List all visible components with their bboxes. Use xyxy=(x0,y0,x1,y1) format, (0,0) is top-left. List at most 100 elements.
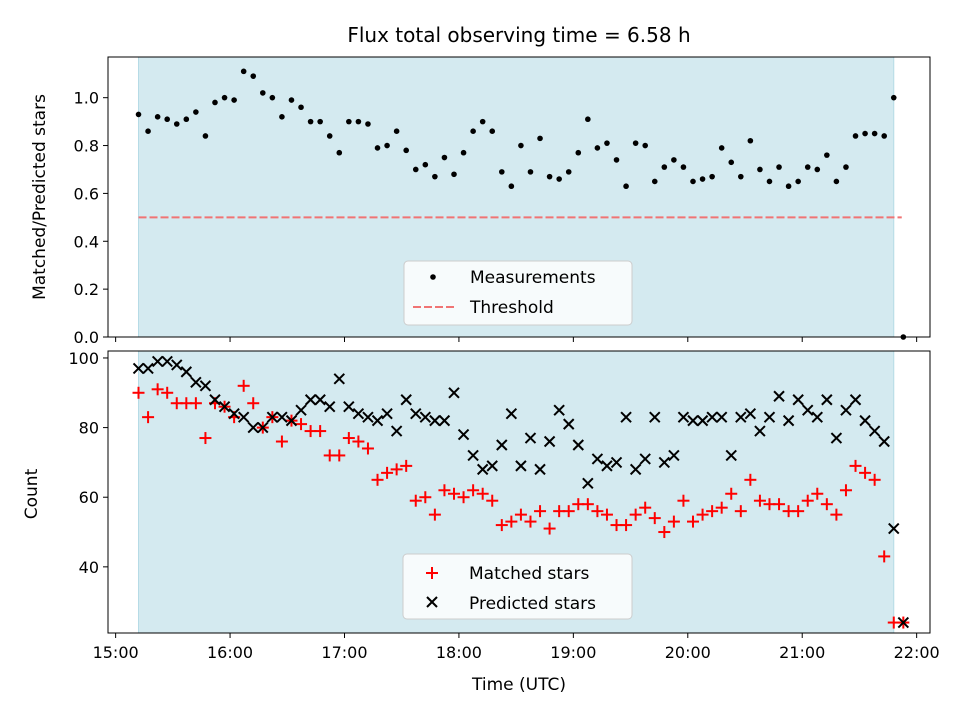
matched-star-point xyxy=(505,515,518,528)
predicted-star-point xyxy=(314,394,326,406)
measurement-point xyxy=(393,128,400,134)
matched-star-point xyxy=(706,505,719,518)
predicted-star-point xyxy=(868,425,881,437)
measurement-point xyxy=(862,130,868,137)
matched-star-point xyxy=(476,487,489,500)
measurement-point xyxy=(890,94,897,101)
matched-star-point xyxy=(849,459,862,472)
predicted-star-point xyxy=(247,421,259,434)
measurement-point xyxy=(661,164,668,170)
x-tick-label: 16:00 xyxy=(207,643,253,662)
measurement-point xyxy=(336,149,343,156)
matched-star-point xyxy=(275,435,288,448)
measurement-point xyxy=(671,157,677,163)
x-tick-label: 17:00 xyxy=(321,643,367,662)
measurement-point xyxy=(193,109,199,115)
predicted-star-point xyxy=(228,407,240,420)
predicted-star-point xyxy=(802,404,814,416)
measurement-point xyxy=(642,142,649,149)
chart-title: Flux total observing time = 6.58 h xyxy=(347,23,690,47)
top-legend: Measurements Threshold xyxy=(403,260,633,326)
bottom-y-axis-label: Count xyxy=(22,468,42,519)
top-axes-frame xyxy=(107,56,931,338)
matched-star-point xyxy=(132,386,145,399)
matched-star-point xyxy=(314,425,327,438)
measurement-points xyxy=(135,68,907,340)
predicted-star-point xyxy=(639,453,651,465)
legend-predicted-label: Predicted stars xyxy=(469,594,596,614)
predicted-star-point xyxy=(830,432,843,444)
matched-star-point xyxy=(361,442,374,455)
predicted-star-point xyxy=(161,355,173,368)
measurement-point xyxy=(604,140,610,146)
predicted-star-point xyxy=(878,435,890,448)
measurement-point xyxy=(221,94,228,101)
measurement-point xyxy=(135,111,142,118)
matched-star-point xyxy=(142,411,155,424)
measurement-point xyxy=(776,164,782,170)
predicted-star-point xyxy=(476,463,489,476)
predicted-star-point xyxy=(763,411,776,423)
measurement-point xyxy=(738,173,744,180)
matched-star-point xyxy=(390,463,403,476)
predicted-star-point xyxy=(582,477,594,490)
measurement-point xyxy=(537,135,543,142)
x-tick-label: 15:00 xyxy=(93,643,139,662)
predicted-star-point xyxy=(515,460,527,472)
predicted-star-point xyxy=(381,407,393,420)
predicted-star-point xyxy=(218,400,231,413)
measurement-point xyxy=(718,145,725,151)
measurement-point xyxy=(288,97,295,103)
predicted-star-point xyxy=(572,439,584,451)
predicted-star-point xyxy=(849,394,862,406)
predicted-star-point xyxy=(543,435,556,448)
predicted-star-points xyxy=(132,355,910,629)
measurement-point xyxy=(441,154,448,161)
matched-star-point xyxy=(715,501,728,514)
measurement-point xyxy=(212,99,218,106)
measurement-point xyxy=(508,183,515,190)
x-tick-label: 20:00 xyxy=(665,643,711,662)
measurement-point xyxy=(145,128,151,134)
predicted-star-point xyxy=(649,411,661,423)
measurement-point xyxy=(785,183,792,190)
measurement-point xyxy=(871,130,878,137)
matched-star-point xyxy=(409,494,422,507)
bottom-legend: Matched stars Predicted stars xyxy=(402,553,633,620)
matched-star-point xyxy=(524,515,537,528)
y-tick-label: 0.4 xyxy=(74,232,99,251)
matched-star-point xyxy=(753,494,766,507)
matched-star-point xyxy=(467,484,480,497)
x-tick-label: 21:00 xyxy=(779,643,825,662)
matched-star-points xyxy=(132,379,910,629)
measurement-point xyxy=(470,128,476,134)
matched-star-point xyxy=(189,397,202,410)
measurement-point xyxy=(498,169,505,175)
matched-star-point xyxy=(428,508,441,521)
measurement-point xyxy=(412,166,419,173)
matched-star-point xyxy=(629,508,642,521)
matched-star-point xyxy=(295,418,308,431)
legend-measurements-marker xyxy=(430,274,436,280)
y-tick-label: 0.0 xyxy=(74,328,99,347)
matched-star-point xyxy=(792,505,805,518)
bottom-y-ticks: 40 60 80 100 xyxy=(68,349,108,577)
predicted-star-point xyxy=(142,362,154,375)
predicted-star-point xyxy=(333,373,345,385)
measurement-point xyxy=(613,157,620,163)
measurement-point xyxy=(259,90,266,96)
measurement-point xyxy=(326,133,333,139)
predicted-star-point xyxy=(773,390,785,402)
measurement-point xyxy=(432,173,438,180)
predicted-star-point xyxy=(696,414,709,427)
measurement-point xyxy=(346,118,352,125)
matched-star-point xyxy=(447,487,460,500)
measurement-point xyxy=(747,137,754,144)
matched-star-point xyxy=(543,522,556,535)
predicted-star-point xyxy=(276,411,288,423)
predicted-star-point xyxy=(132,362,145,375)
matched-star-point xyxy=(658,526,671,539)
y-tick-label: 0.8 xyxy=(74,137,99,156)
predicted-star-point xyxy=(324,400,336,413)
